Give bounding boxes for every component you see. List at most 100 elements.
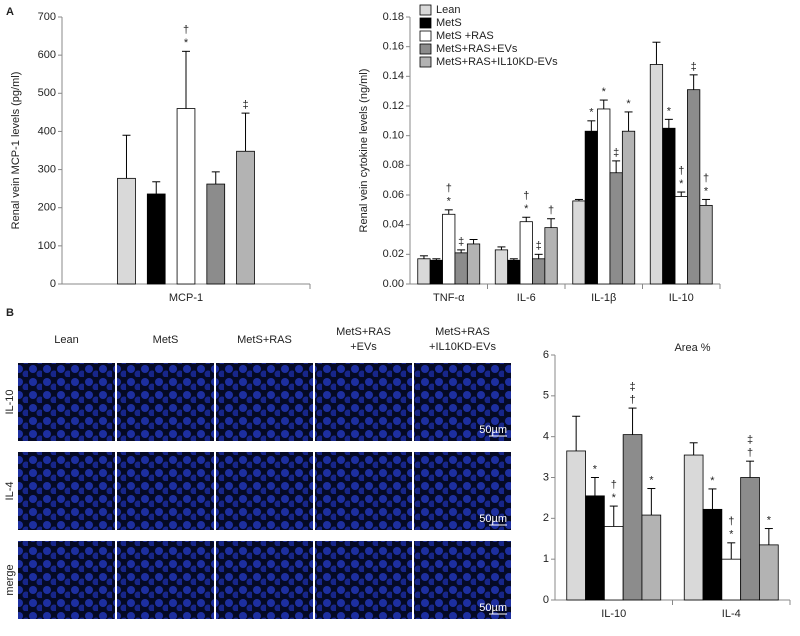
x-tick-label: IL-6	[517, 292, 536, 304]
y-tick-label: 0.18	[383, 11, 404, 23]
column-label: MetS+RAS	[336, 326, 391, 338]
micrograph	[216, 363, 313, 441]
bar	[740, 477, 760, 601]
bar	[683, 454, 704, 601]
significance-mark: ‡	[691, 61, 697, 73]
legend-label: MetS+RAS+IL10KD-EVs	[436, 56, 558, 68]
legend-swatch	[419, 30, 432, 42]
y-tick-label: 0.06	[383, 189, 404, 201]
bar	[532, 258, 546, 285]
significance-mark: ‡	[613, 147, 619, 159]
bar	[662, 127, 676, 285]
x-tick-label: TNF-α	[433, 292, 465, 304]
y-axis-label: Renal vein MCP-1 levels (pg/ml)	[10, 72, 22, 230]
y-tick-label: 0	[543, 594, 549, 606]
bar	[206, 183, 226, 285]
significance-mark: ‡	[242, 99, 248, 111]
legend-label: MetS+RAS+EVs	[436, 43, 518, 55]
scale-bar-label: 50µm	[479, 602, 507, 614]
bar	[572, 200, 586, 285]
y-tick-label: 0.02	[383, 248, 404, 260]
micrograph	[315, 452, 412, 530]
x-tick-label: IL-1β	[591, 292, 616, 304]
bar	[759, 544, 779, 601]
column-label: +EVs	[350, 341, 377, 353]
significance-mark: *	[524, 203, 529, 215]
bar	[622, 434, 643, 601]
significance-mark: †	[703, 172, 709, 184]
column-label: MetS+RAS	[237, 334, 292, 346]
bar	[699, 204, 713, 285]
y-tick-label: 2	[543, 512, 549, 524]
bar	[674, 196, 688, 285]
bar	[584, 130, 598, 285]
scale-bar-label: 50µm	[479, 513, 507, 525]
bar	[649, 64, 664, 285]
scale-bar-label: 50µm	[479, 424, 507, 436]
significance-mark: *	[626, 98, 631, 110]
panel-label: A	[6, 6, 14, 18]
x-tick-label: IL-10	[601, 608, 626, 620]
micrograph	[414, 363, 511, 441]
column-label: Lean	[54, 334, 78, 346]
bar	[417, 258, 431, 285]
significance-mark: *	[729, 529, 734, 541]
y-tick-label: 200	[38, 202, 56, 214]
y-tick-label: 0.04	[383, 219, 404, 231]
bar	[429, 259, 443, 285]
y-tick-label: 500	[38, 87, 56, 99]
significance-mark: †	[629, 394, 635, 406]
significance-mark: *	[710, 475, 715, 487]
significance-mark: †	[523, 190, 529, 202]
micrograph	[315, 363, 412, 441]
y-tick-label: 0.14	[383, 70, 404, 82]
bar	[721, 558, 742, 601]
significance-mark: *	[184, 37, 189, 49]
legend-swatch	[419, 43, 432, 55]
bar	[507, 259, 521, 285]
significance-mark: †	[728, 516, 734, 528]
y-tick-label: 6	[543, 349, 549, 361]
column-label: MetS	[153, 334, 179, 346]
micrograph	[117, 541, 214, 619]
bar	[236, 150, 255, 285]
micrograph	[18, 452, 115, 530]
significance-mark: †	[548, 205, 554, 217]
y-tick-label: 0	[50, 278, 56, 290]
micrograph	[117, 363, 214, 441]
micrograph	[18, 541, 115, 619]
significance-mark: *	[649, 474, 654, 486]
y-tick-label: 3	[543, 471, 549, 483]
significance-mark: *	[667, 105, 672, 117]
significance-mark: *	[767, 514, 772, 526]
bar	[603, 526, 624, 601]
significance-mark: ‡	[536, 240, 542, 252]
significance-mark: *	[612, 492, 617, 504]
bar	[597, 108, 611, 285]
y-tick-label: 0.08	[383, 159, 404, 171]
y-tick-label: 400	[38, 125, 56, 137]
micrograph	[117, 452, 214, 530]
y-tick-label: 600	[38, 49, 56, 61]
legend-swatch	[419, 56, 432, 68]
legend-swatch	[419, 4, 432, 16]
bar	[566, 450, 586, 601]
significance-mark: *	[679, 178, 684, 190]
significance-mark: *	[704, 185, 709, 197]
y-axis-label: Renal vein cytokine levels (ng/ml)	[358, 69, 370, 233]
micrograph	[414, 541, 511, 619]
y-tick-label: 4	[543, 431, 549, 443]
micrograph	[414, 452, 511, 530]
significance-mark: †	[747, 447, 753, 459]
column-label: MetS+RAS	[435, 326, 490, 338]
y-tick-label: 0.00	[383, 278, 404, 290]
bar	[544, 227, 558, 285]
micrograph	[18, 363, 115, 441]
bar	[494, 249, 509, 285]
significance-mark: †	[183, 24, 189, 36]
legend-label: MetS	[436, 17, 462, 29]
row-label: IL-10	[4, 389, 16, 414]
bar	[146, 193, 166, 285]
panel-label: B	[6, 307, 14, 319]
bar	[466, 243, 481, 285]
